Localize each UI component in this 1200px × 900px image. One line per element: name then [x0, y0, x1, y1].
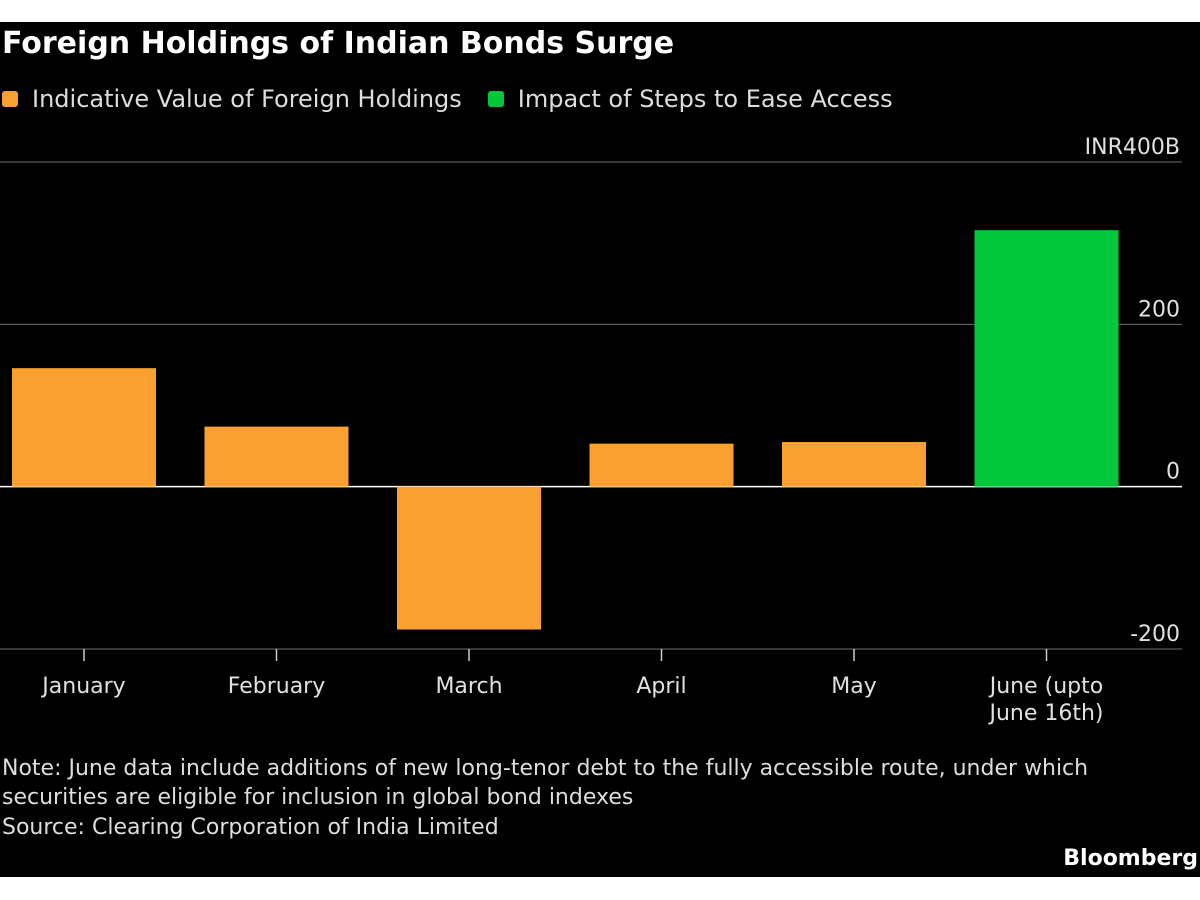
legend-item-foreign-holdings: Indicative Value of Foreign Holdings	[2, 85, 462, 113]
bar-january	[12, 368, 156, 487]
bar-may	[782, 442, 926, 487]
bar-march	[397, 486, 541, 630]
bar-june	[974, 230, 1119, 487]
y-tick-label: 200	[1138, 297, 1180, 322]
y-tick-label: 0	[1166, 460, 1180, 485]
bar-april	[589, 443, 734, 487]
x-tick-label: January	[40, 674, 125, 699]
y-tick-label: -200	[1130, 622, 1180, 647]
legend-label: Indicative Value of Foreign Holdings	[32, 85, 462, 113]
x-tick-label: March	[435, 674, 502, 699]
legend-swatch-orange	[2, 91, 18, 107]
source-line: Source: Clearing Corporation of India Li…	[2, 815, 499, 840]
legend: Indicative Value of Foreign Holdings Imp…	[2, 84, 919, 114]
x-tick-label: May	[831, 674, 876, 699]
legend-item-ease-access: Impact of Steps to Ease Access	[487, 85, 893, 113]
chart-title: Foreign Holdings of Indian Bonds Surge	[2, 26, 675, 61]
legend-swatch-green	[487, 91, 504, 107]
footnote: Note: June data include additions of new…	[2, 756, 1089, 810]
legend-label: Impact of Steps to Ease Access	[517, 85, 893, 113]
x-tick-label: April	[636, 674, 686, 699]
bar-february	[204, 426, 349, 487]
x-tick-label: June (upto June 16th)	[987, 674, 1103, 726]
bar-chart: INR400B 200 0 -200 January February March April…	[0, 135, 1182, 726]
bloomberg-logo: Bloomberg	[1063, 846, 1198, 871]
y-tick-label: INR400B	[1085, 135, 1180, 160]
chart-frame: Foreign Holdings of Indian Bonds Surge I…	[0, 22, 1200, 877]
x-tick-label: February	[228, 674, 326, 699]
